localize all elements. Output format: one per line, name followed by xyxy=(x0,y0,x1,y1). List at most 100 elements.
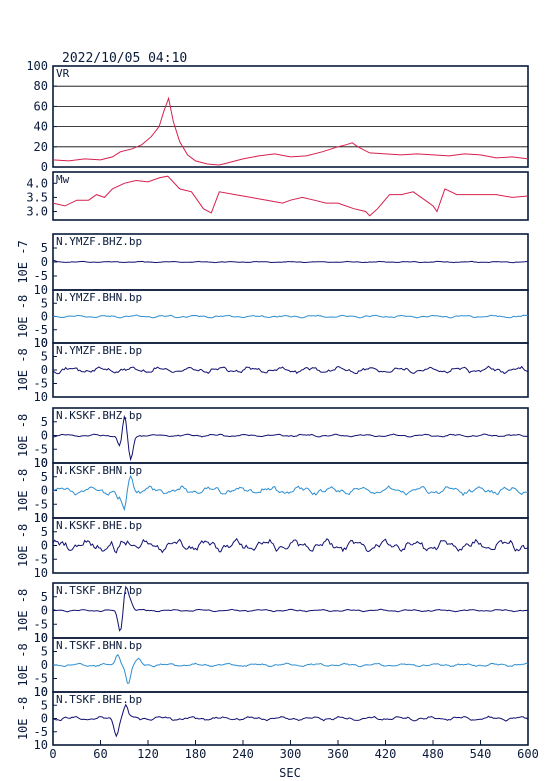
panel-title: N.KSKF.BHE.bp xyxy=(56,519,142,532)
exponent-label: 10E -7 xyxy=(16,240,30,283)
figure-timestamp: 2022/10/05 04:10 xyxy=(62,51,187,66)
ytick-label: -5 xyxy=(34,725,48,739)
ytick-label: -5 xyxy=(34,552,48,566)
ytick-label: 5 xyxy=(41,698,48,712)
series-line xyxy=(52,314,529,319)
ytick-label: 0 xyxy=(41,310,48,324)
xtick-label: 240 xyxy=(232,747,254,761)
xtick-label: 300 xyxy=(280,747,302,761)
ytick-label-bottom: 10 xyxy=(34,631,48,645)
x-axis-label: SEC xyxy=(279,766,301,780)
exponent-label: 10E -8 xyxy=(16,643,30,686)
series-line xyxy=(52,703,529,738)
panel-title: N.YMZF.BHE.bp xyxy=(56,344,142,357)
ytick-label-bottom: 10 xyxy=(34,685,48,699)
ytick-label-top: 10 xyxy=(34,511,48,525)
series-line xyxy=(52,585,529,632)
xtick-label: 180 xyxy=(185,747,207,761)
panel-title: Mw xyxy=(56,173,70,186)
panel-title: VR xyxy=(56,67,70,80)
ytick-label: 100 xyxy=(26,59,48,73)
panel-title: N.TSKF.BHZ.bp xyxy=(56,584,142,597)
ytick-label: 5 xyxy=(41,590,48,604)
series-line xyxy=(52,653,529,684)
xtick-label: 600 xyxy=(517,747,539,761)
ytick-label: 4.0 xyxy=(26,176,48,190)
ytick-label: 0 xyxy=(41,484,48,498)
xtick-label: 540 xyxy=(470,747,492,761)
ytick-label: 0 xyxy=(41,539,48,553)
panel-1: 3.03.54.0 Mw xyxy=(26,171,529,221)
ytick-label-bottom: 10 xyxy=(34,566,48,580)
ytick-label: 5 xyxy=(41,525,48,539)
ytick-label-bottom: 10 xyxy=(34,336,48,350)
ytick-label-top: 10 xyxy=(34,685,48,699)
ytick-label: 0 xyxy=(41,160,48,174)
xtick-label: 360 xyxy=(327,747,349,761)
ytick-label: 3.0 xyxy=(26,205,48,219)
exponent-label: 10E -8 xyxy=(16,589,30,632)
ytick-label: 5 xyxy=(41,645,48,659)
ytick-label: 40 xyxy=(34,120,48,134)
panel-8: -505 10 10E -8 N.TSKF.BHZ.bp xyxy=(16,582,529,645)
exponent-label: 10E -8 xyxy=(16,295,30,338)
ytick-label: -5 xyxy=(34,269,48,283)
ytick-label: 5 xyxy=(41,350,48,364)
series-line xyxy=(52,259,529,264)
series-line xyxy=(52,96,529,166)
panel-frame xyxy=(52,171,529,221)
ytick-label-bottom: 10 xyxy=(34,738,48,752)
ytick-label: 0 xyxy=(41,429,48,443)
xtick-label: 120 xyxy=(137,747,159,761)
ytick-label: -5 xyxy=(34,497,48,511)
panel-title: N.TSKF.BHN.bp xyxy=(56,639,142,652)
ytick-label: 60 xyxy=(34,99,48,113)
x-axis: 0 60 120 180 240 300 360 420 480 540 600 xyxy=(49,740,539,761)
xtick-label: 420 xyxy=(375,747,397,761)
ytick-label: 0 xyxy=(41,363,48,377)
series-line xyxy=(52,474,528,512)
series-line xyxy=(52,537,529,554)
ytick-label: -5 xyxy=(34,377,48,391)
panel-0: 0 20 40 60 80 100 VR xyxy=(26,59,529,174)
exponent-label: 10E -8 xyxy=(16,348,30,391)
ytick-label-bottom: 10 xyxy=(34,456,48,470)
ytick-label: 0 xyxy=(41,712,48,726)
ytick-label: 5 xyxy=(41,470,48,484)
series-line xyxy=(52,414,529,462)
ytick-label: -5 xyxy=(34,672,48,686)
panel-title: N.TSKF.BHE.bp xyxy=(56,693,142,706)
ytick-label: 5 xyxy=(41,415,48,429)
panel-title: N.YMZF.BHZ.bp xyxy=(56,235,142,248)
ytick-label: 5 xyxy=(41,241,48,255)
ytick-label: 0 xyxy=(41,658,48,672)
ytick-label-top: 10 xyxy=(34,336,48,350)
series-line xyxy=(52,175,529,217)
exponent-label: 10E -8 xyxy=(16,414,30,457)
panel-5: -505 10 10E -8 N.KSKF.BHZ.bp xyxy=(16,407,529,470)
panel-frame xyxy=(52,65,529,168)
exponent-label: 10E -8 xyxy=(16,697,30,740)
panel-title: N.KSKF.BHN.bp xyxy=(56,464,142,477)
panel-2: -505 10E -7 N.YMZF.BHZ.bp xyxy=(16,233,529,291)
xtick-label: 0 xyxy=(49,747,56,761)
panel-title: N.YMZF.BHN.bp xyxy=(56,291,142,304)
ytick-label: 5 xyxy=(41,296,48,310)
ytick-label: 80 xyxy=(34,79,48,93)
panel-title: N.KSKF.BHZ.bp xyxy=(56,409,142,422)
ytick-label-top: 10 xyxy=(34,283,48,297)
exponent-label: 10E -8 xyxy=(16,469,30,512)
ytick-label-bottom: 10 xyxy=(34,511,48,525)
exponent-label: 10E -8 xyxy=(16,524,30,567)
ytick-label: -5 xyxy=(34,323,48,337)
ytick-label-bottom: 10 xyxy=(34,390,48,404)
